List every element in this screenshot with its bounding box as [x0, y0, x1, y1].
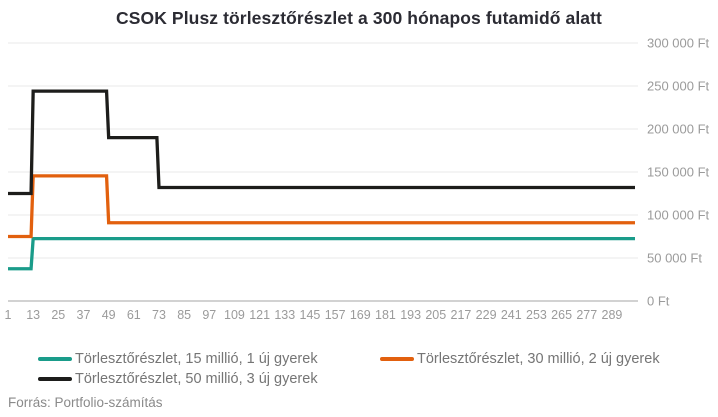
chart-title: CSOK Plusz törlesztőrészlet a 300 hónapo… [116, 8, 602, 28]
y-axis-tick-label: 0 Ft [647, 294, 670, 309]
y-axis-tick-label: 50 000 Ft [647, 251, 702, 266]
legend-line-marker-orange [380, 357, 414, 361]
y-axis-tick-label: 250 000 Ft [647, 79, 710, 94]
series-line-0 [8, 236, 635, 271]
legend-label: Törlesztőrészlet, 30 millió, 2 új gyerek [417, 351, 660, 367]
series-line-1 [8, 174, 635, 239]
y-axis-tick-label: 200 000 Ft [647, 122, 710, 137]
legend-item-30m-2-gyerek: Törlesztőrészlet, 30 millió, 2 új gyerek [380, 349, 718, 369]
x-axis-tick-label: 133 [274, 308, 295, 322]
x-axis-tick-label: 205 [425, 308, 446, 322]
y-axis-tick-label: 150 000 Ft [647, 165, 710, 180]
x-axis-tick-label: 97 [202, 308, 216, 322]
x-axis-tick-label: 13 [26, 308, 40, 322]
x-axis-tick-label: 277 [576, 308, 597, 322]
x-axis-tick-label: 49 [102, 308, 116, 322]
legend-line-marker-teal [38, 357, 72, 361]
x-axis-tick-label: 265 [551, 308, 572, 322]
y-axis-tick-label: 100 000 Ft [647, 208, 710, 223]
x-axis-tick-label: 109 [224, 308, 245, 322]
x-axis-tick-label: 241 [501, 308, 522, 322]
x-axis-tick-label: 193 [400, 308, 421, 322]
x-axis-tick-label: 229 [476, 308, 497, 322]
chart-canvas: 0 Ft 50 000 Ft 100 000 Ft 150 000 Ft 200 000… [5, 36, 710, 323]
x-axis-tick-label: 217 [451, 308, 472, 322]
x-axis-tick-label: 181 [375, 308, 396, 322]
legend-item-50m-3-gyerek: Törlesztőrészlet, 50 millió, 3 új gyerek [38, 369, 380, 389]
chart-legend: Törlesztőrészlet, 15 millió, 1 új gyerek… [38, 349, 718, 389]
x-axis-tick-label: 61 [127, 308, 141, 322]
x-axis-tick-label: 1 [5, 308, 12, 322]
legend-item-15m-1-gyerek: Törlesztőrészlet, 15 millió, 1 új gyerek [38, 349, 380, 369]
x-axis-tick-label: 25 [51, 308, 65, 322]
legend-line-marker-black [38, 377, 72, 381]
x-axis-tick-label: 85 [177, 308, 191, 322]
x-axis-tick-label: 169 [350, 308, 371, 322]
source-text: Forrás: Portfolio-számítás [8, 395, 163, 410]
x-axis-tick-label: 145 [300, 308, 321, 322]
x-axis-tick-label: 253 [526, 308, 547, 322]
x-axis-tick-label: 289 [602, 308, 623, 322]
series-line-2 [8, 89, 635, 196]
legend-label: Törlesztőrészlet, 15 millió, 1 új gyerek [75, 351, 318, 367]
x-axis-tick-label: 121 [249, 308, 270, 322]
y-axis-tick-label: 300 000 Ft [647, 36, 710, 51]
x-axis-tick-label: 157 [325, 308, 346, 322]
x-axis-tick-label: 37 [77, 308, 91, 322]
x-axis-tick-label: 73 [152, 308, 166, 322]
legend-label: Törlesztőrészlet, 50 millió, 3 új gyerek [75, 371, 318, 387]
